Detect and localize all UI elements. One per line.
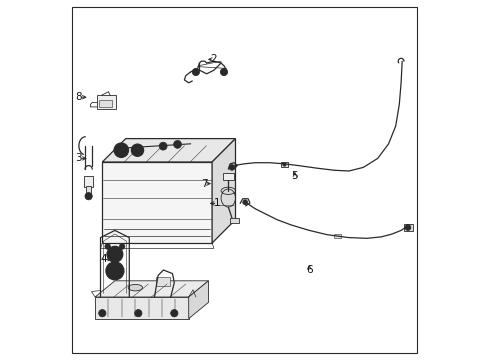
Bar xyxy=(84,176,93,187)
Circle shape xyxy=(131,144,143,156)
Text: 3: 3 xyxy=(76,153,82,163)
Circle shape xyxy=(220,68,227,76)
Text: 8: 8 xyxy=(76,92,82,102)
Circle shape xyxy=(118,147,124,154)
Text: 2: 2 xyxy=(210,54,217,64)
Bar xyxy=(334,234,340,238)
Circle shape xyxy=(99,310,106,317)
Circle shape xyxy=(282,163,285,166)
Text: 6: 6 xyxy=(305,265,312,275)
Circle shape xyxy=(404,225,410,230)
Circle shape xyxy=(134,310,142,317)
Circle shape xyxy=(159,142,167,150)
Text: 1: 1 xyxy=(214,198,221,208)
Bar xyxy=(99,100,112,107)
Circle shape xyxy=(161,144,165,148)
Circle shape xyxy=(107,246,122,262)
Polygon shape xyxy=(212,139,235,243)
Text: 5: 5 xyxy=(291,171,298,181)
Circle shape xyxy=(114,143,128,157)
Circle shape xyxy=(228,165,234,170)
Bar xyxy=(95,297,188,319)
Bar xyxy=(280,162,288,167)
Circle shape xyxy=(175,142,179,147)
Circle shape xyxy=(106,262,123,280)
Bar xyxy=(223,173,233,180)
Ellipse shape xyxy=(128,284,142,291)
Text: 7: 7 xyxy=(201,179,208,189)
Circle shape xyxy=(85,193,92,200)
Text: 4: 4 xyxy=(101,254,107,264)
Circle shape xyxy=(242,200,247,205)
Bar xyxy=(102,162,212,243)
Circle shape xyxy=(173,140,181,148)
Polygon shape xyxy=(95,281,208,297)
Circle shape xyxy=(170,310,178,317)
Bar xyxy=(86,186,91,194)
Circle shape xyxy=(104,244,110,249)
Polygon shape xyxy=(102,139,235,162)
Circle shape xyxy=(119,244,125,249)
Bar xyxy=(403,224,412,231)
Bar xyxy=(230,218,239,223)
Circle shape xyxy=(192,68,199,76)
Bar xyxy=(97,95,115,109)
Bar xyxy=(156,277,170,286)
Polygon shape xyxy=(188,281,208,319)
Circle shape xyxy=(134,147,141,153)
